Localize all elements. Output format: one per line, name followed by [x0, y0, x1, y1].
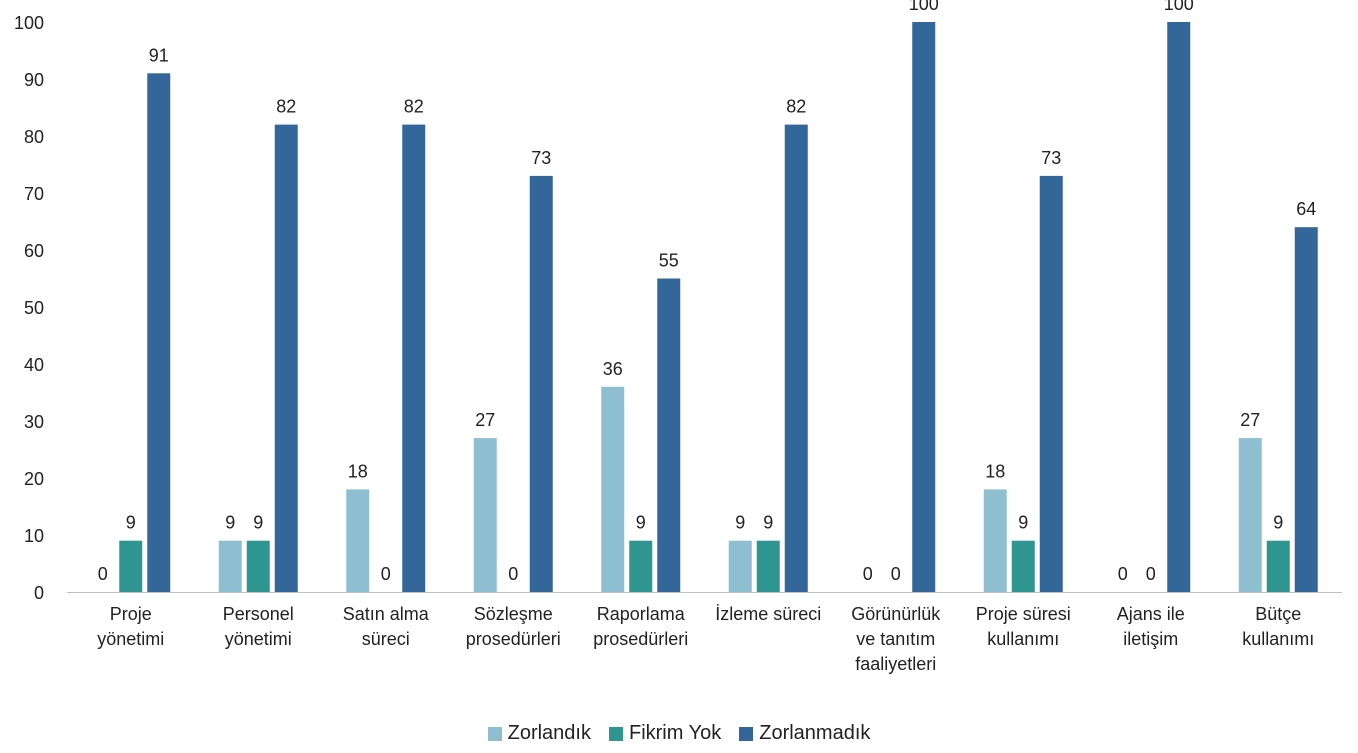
data-label: 0 [891, 564, 901, 584]
data-label: 100 [909, 0, 939, 14]
bar [147, 73, 171, 593]
legend-item: Zorlandık [487, 722, 591, 745]
data-label: 18 [985, 461, 1005, 481]
legend-label: Fikrim Yok [628, 722, 722, 744]
x-tick-label: Satın alma [343, 604, 430, 624]
data-label: 27 [1240, 410, 1260, 430]
bar [1294, 227, 1318, 592]
bar [274, 124, 298, 592]
x-tick-label: kullanımı [1242, 629, 1314, 649]
data-label: 55 [659, 251, 679, 271]
data-label: 27 [475, 410, 495, 430]
data-label: 0 [1146, 564, 1156, 584]
x-tick-label: Ajans ile [1117, 604, 1185, 624]
legend-swatch [608, 726, 623, 741]
x-tick-label: faaliyetleri [855, 654, 936, 674]
legend-swatch [739, 726, 754, 741]
legend-item: Fikrim Yok [608, 722, 722, 745]
y-tick-label: 80 [24, 127, 44, 147]
x-tick-label: Personel [223, 604, 294, 624]
bar [529, 175, 553, 592]
data-label: 9 [253, 513, 263, 533]
data-label: 0 [98, 564, 108, 584]
data-label: 82 [276, 97, 296, 117]
x-tick-label: prosedürleri [593, 629, 688, 649]
y-tick-label: 90 [24, 70, 44, 90]
x-tick-label: İzleme süreci [715, 604, 821, 624]
bar [629, 540, 653, 592]
y-tick-label: 10 [24, 526, 44, 546]
data-label: 9 [126, 513, 136, 533]
bar [756, 540, 780, 592]
bar [402, 124, 426, 592]
bar [246, 540, 270, 592]
bar [218, 540, 242, 592]
legend-item: Zorlanmadık [739, 722, 870, 745]
bar [1039, 175, 1063, 592]
y-tick-label: 100 [14, 13, 44, 33]
legend-label: Zorlandık [507, 722, 591, 744]
x-tick-label: ve tanıtım [856, 629, 935, 649]
data-label: 9 [636, 513, 646, 533]
data-label: 0 [1118, 564, 1128, 584]
bar [1266, 540, 1290, 592]
data-label: 100 [1164, 0, 1194, 14]
legend-label: Zorlanmadık [759, 722, 871, 744]
x-tick-label: Sözleşme [474, 604, 553, 624]
bar [1238, 438, 1262, 592]
bar [784, 124, 808, 592]
data-label: 0 [863, 564, 873, 584]
bar [119, 540, 143, 592]
y-tick-label: 70 [24, 184, 44, 204]
bar [346, 489, 370, 592]
data-label: 9 [735, 513, 745, 533]
bar [657, 278, 681, 592]
bar [601, 386, 625, 592]
y-tick-label: 60 [24, 241, 44, 261]
data-label: 36 [603, 359, 623, 379]
bar [728, 540, 752, 592]
x-tick-label: prosedürleri [466, 629, 561, 649]
bar [1011, 540, 1035, 592]
data-label: 18 [348, 461, 368, 481]
data-label: 64 [1296, 199, 1316, 219]
data-label: 91 [149, 45, 169, 65]
x-tick-label: iletişim [1123, 629, 1178, 649]
legend-swatch [487, 726, 502, 741]
data-label: 9 [1273, 513, 1283, 533]
y-tick-label: 0 [34, 583, 44, 603]
data-label: 9 [763, 513, 773, 533]
bar [473, 438, 497, 592]
data-label: 82 [786, 97, 806, 117]
x-tick-label: süreci [362, 629, 410, 649]
x-tick-label: Görünürlük [851, 604, 941, 624]
bar [983, 489, 1007, 592]
x-axis: Proje yönetimi Personel yönetimi Satın alma s… [67, 592, 1342, 674]
y-tick-label: 20 [24, 469, 44, 489]
y-tick-label: 30 [24, 412, 44, 432]
x-tick-label: yönetimi [225, 629, 292, 649]
data-label: 82 [404, 97, 424, 117]
data-label: 73 [531, 148, 551, 168]
data-label: 9 [1018, 513, 1028, 533]
x-tick-label: Proje süresi [976, 604, 1071, 624]
bar [1167, 22, 1191, 592]
data-label: 0 [381, 564, 391, 584]
x-tick-label: Raporlama [597, 604, 686, 624]
x-tick-label: Proje [110, 604, 152, 624]
bar [912, 22, 936, 592]
y-tick-label: 40 [24, 355, 44, 375]
legend: Zorlandık Fikrim Yok Zorlanmadık [0, 722, 1358, 745]
x-tick-label: kullanımı [987, 629, 1059, 649]
y-tick-label: 50 [24, 298, 44, 318]
x-tick-label: Bütçe [1255, 604, 1301, 624]
x-tick-label: yönetimi [97, 629, 164, 649]
data-label: 0 [508, 564, 518, 584]
y-axis: 0 10 20 30 40 50 60 70 80 90 100 [14, 13, 44, 603]
data-label: 73 [1041, 148, 1061, 168]
data-label: 9 [225, 513, 235, 533]
